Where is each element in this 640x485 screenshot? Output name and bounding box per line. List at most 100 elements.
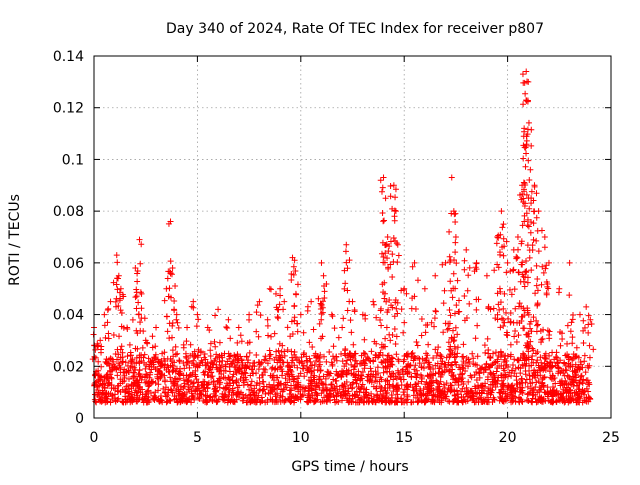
data-point (580, 340, 587, 347)
data-point (557, 382, 564, 389)
data-point (117, 376, 124, 383)
data-point (528, 328, 535, 335)
data-point (389, 355, 396, 362)
data-point (418, 332, 425, 339)
data-point (392, 296, 399, 303)
data-point (501, 319, 508, 326)
data-point (534, 357, 541, 364)
data-point (142, 365, 149, 372)
data-point (186, 364, 193, 371)
data-point (195, 379, 202, 386)
data-point (290, 271, 297, 278)
data-point (204, 324, 211, 331)
data-point (126, 341, 133, 348)
data-point (294, 328, 301, 335)
data-point (246, 386, 253, 393)
data-point (351, 306, 358, 313)
data-point (235, 357, 242, 364)
data-point (314, 392, 321, 399)
data-point (532, 290, 539, 297)
data-point (344, 307, 351, 314)
data-point (247, 399, 254, 406)
data-point (169, 265, 176, 272)
data-point (97, 376, 104, 383)
data-point (151, 396, 158, 403)
data-point (381, 259, 388, 266)
data-point (246, 316, 253, 323)
data-point (528, 126, 535, 133)
data-point (495, 374, 502, 381)
data-point (155, 381, 162, 388)
data-point (498, 351, 505, 358)
data-point (557, 357, 564, 364)
data-point (333, 357, 340, 364)
data-point (432, 346, 439, 353)
data-point (465, 378, 472, 385)
data-point (208, 374, 215, 381)
data-point (115, 272, 122, 279)
data-point (403, 290, 410, 297)
data-point (337, 392, 344, 399)
data-point (342, 346, 349, 353)
data-point (208, 359, 215, 366)
data-point (503, 329, 510, 336)
data-point (211, 338, 218, 345)
data-point (125, 376, 132, 383)
data-point (535, 396, 542, 403)
data-point (105, 330, 112, 337)
data-point (422, 398, 429, 405)
data-point (308, 298, 315, 305)
data-point (184, 359, 191, 366)
data-point (234, 389, 241, 396)
data-point (413, 367, 420, 374)
data-point (414, 277, 421, 284)
data-point (500, 252, 507, 259)
data-point (451, 310, 458, 317)
data-point (323, 281, 330, 288)
data-point (108, 374, 115, 381)
data-point (135, 299, 142, 306)
data-point (514, 357, 521, 364)
data-point (253, 370, 260, 377)
data-point (380, 369, 387, 376)
data-point (517, 384, 524, 391)
data-point (171, 297, 178, 304)
data-point (203, 361, 210, 368)
data-point (112, 298, 119, 305)
data-point (513, 255, 520, 262)
data-point (502, 395, 509, 402)
data-point (563, 380, 570, 387)
data-point (439, 261, 446, 268)
data-point (294, 375, 301, 382)
data-point (324, 368, 331, 375)
data-point (446, 386, 453, 393)
data-point (488, 371, 495, 378)
data-point (524, 279, 531, 286)
data-point (154, 356, 161, 363)
data-point (213, 351, 220, 358)
data-point (377, 177, 384, 184)
data-point (132, 294, 139, 301)
data-point (381, 279, 388, 286)
data-point (590, 346, 597, 353)
data-point (560, 390, 567, 397)
data-point (477, 366, 484, 373)
data-point (578, 361, 585, 368)
data-point (279, 372, 286, 379)
data-point (127, 359, 134, 366)
data-point (434, 383, 441, 390)
data-point (464, 397, 471, 404)
data-point (567, 375, 574, 382)
data-point (472, 335, 479, 342)
data-point (227, 335, 234, 342)
data-point (411, 366, 418, 373)
data-point (532, 383, 539, 390)
data-point (497, 349, 504, 356)
data-point (442, 259, 449, 266)
data-point (113, 281, 120, 288)
data-point (97, 337, 104, 344)
data-point (231, 397, 238, 404)
data-point (538, 281, 545, 288)
data-point (535, 397, 542, 404)
data-point (215, 306, 222, 313)
